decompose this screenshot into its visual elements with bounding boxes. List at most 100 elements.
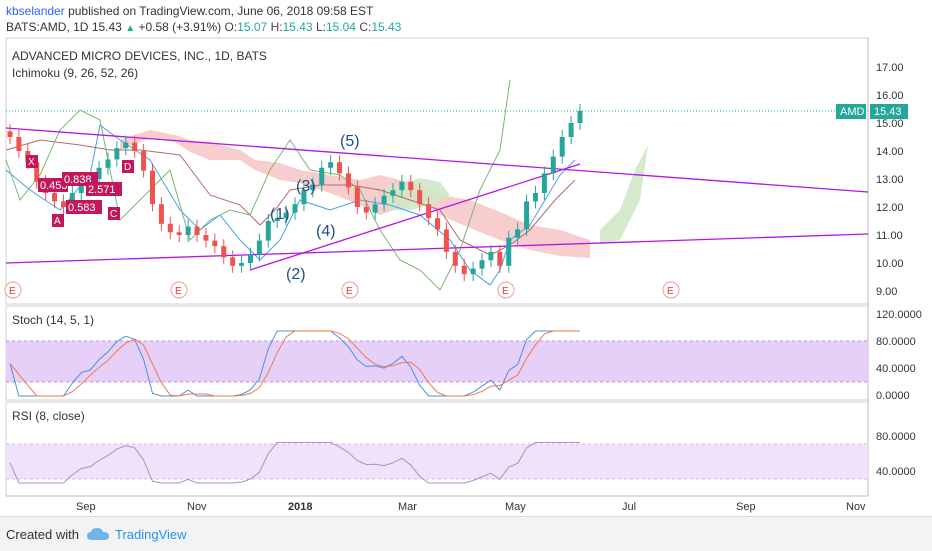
earnings-marker-label: E xyxy=(346,286,353,297)
candle-body xyxy=(167,223,173,233)
ichimoku-label: Ichimoku (9, 26, 52, 26) xyxy=(12,66,138,80)
candle-body xyxy=(283,212,289,219)
ichimoku-cloud-green xyxy=(380,178,450,210)
pattern-ratio: 0.583 xyxy=(68,202,96,214)
candle-body xyxy=(541,173,547,193)
rsi-y-tick: 40.0000 xyxy=(876,466,916,478)
candle-body xyxy=(203,235,209,241)
earnings-marker-label: E xyxy=(9,286,16,297)
close-label: C: xyxy=(359,20,372,34)
y-tick: 13.00 xyxy=(876,174,904,186)
wave-label-2: (2) xyxy=(286,266,306,283)
y-tick: 15.00 xyxy=(876,118,904,130)
candle-body xyxy=(310,184,316,191)
pattern-c-box xyxy=(108,207,120,220)
candle-body xyxy=(488,251,494,261)
chart-canvas[interactable]: ADVANCED MICRO DEVICES, INC., 1D, BATS I… xyxy=(0,0,932,516)
pattern-a-box xyxy=(52,214,64,227)
candle-body xyxy=(381,195,387,205)
candle-body xyxy=(550,156,556,174)
x-tick: May xyxy=(505,501,526,513)
candle-body xyxy=(256,240,262,255)
pattern-ratio: 2.571 xyxy=(88,184,116,196)
earnings-marker-label: E xyxy=(667,286,674,297)
candle-body xyxy=(239,263,245,266)
y-tick: 16.00 xyxy=(876,90,904,102)
close-value: 15.43 xyxy=(371,20,402,34)
symbol-interval: BATS:AMD, 1D xyxy=(6,20,89,34)
lower-trendline xyxy=(5,233,869,264)
main-pane xyxy=(5,37,869,305)
wave-label-4: (4) xyxy=(316,223,336,240)
candle-body xyxy=(105,159,111,168)
candle-body xyxy=(354,187,360,207)
earnings-marker-label: E xyxy=(175,286,182,297)
x-tick: Sep xyxy=(76,501,96,513)
candle-body xyxy=(212,240,218,247)
earnings-marker[interactable] xyxy=(662,281,680,299)
candle-body xyxy=(274,218,280,221)
candle-body xyxy=(452,251,458,266)
candle-body xyxy=(408,181,414,191)
rsi-line xyxy=(9,442,580,484)
candle-body xyxy=(96,167,102,179)
pattern-d-box xyxy=(122,160,134,173)
candle-body xyxy=(123,142,129,149)
candle-body xyxy=(426,204,432,219)
candle-body xyxy=(7,131,13,137)
earnings-marker[interactable] xyxy=(497,281,515,299)
rsi-title: RSI (8, close) xyxy=(12,409,85,423)
stoch-band xyxy=(6,341,868,382)
candle-body xyxy=(390,190,396,196)
high-label: H: xyxy=(270,20,283,34)
low-label: L: xyxy=(315,20,326,34)
earnings-marker-label: E xyxy=(502,286,509,297)
candle-body xyxy=(132,142,138,151)
ratio-box xyxy=(38,178,68,192)
pattern-point-d: D xyxy=(124,162,131,173)
earnings-marker[interactable] xyxy=(4,281,22,299)
price-tag-value: 15.43 xyxy=(874,106,902,118)
candle-body xyxy=(461,265,467,275)
candle-body xyxy=(372,204,378,213)
tradingview-brand-link[interactable]: TradingView xyxy=(115,527,187,542)
ichimoku-chikou xyxy=(5,79,511,291)
pattern-point-c: C xyxy=(110,209,117,220)
candle-body xyxy=(363,207,369,213)
candle-body xyxy=(34,162,40,182)
earnings-marker[interactable] xyxy=(341,281,359,299)
candle-body xyxy=(532,193,538,202)
candle-body xyxy=(577,110,583,123)
pattern-point-x: X xyxy=(28,157,35,168)
pattern-x-box xyxy=(26,155,38,168)
stoch-y-tick: 40.0000 xyxy=(876,363,916,375)
price-tag-symbol-box xyxy=(836,104,866,119)
author-link[interactable]: kbselander xyxy=(6,4,65,18)
x-tick: 2018 xyxy=(288,501,312,513)
candle-body xyxy=(345,173,351,188)
created-with-label: Created with xyxy=(6,527,79,542)
candle-body xyxy=(221,246,227,258)
wave-label-3: (3) xyxy=(296,178,316,195)
candle-body xyxy=(114,148,120,160)
publish-info: published on TradingView.com, June 06, 2… xyxy=(68,4,374,18)
price-tag-symbol: AMD xyxy=(840,106,865,118)
up-arrow-icon: ▲ xyxy=(125,23,136,34)
candle-body xyxy=(479,260,485,269)
candle-body xyxy=(52,193,58,202)
y-tick: 11.00 xyxy=(876,230,903,242)
candle-body xyxy=(568,123,574,137)
y-tick: 12.00 xyxy=(876,202,904,214)
wave-label-1: (1) xyxy=(270,206,290,223)
tradingview-logo-icon xyxy=(87,528,109,540)
rsi-y-tick: 80.0000 xyxy=(876,431,916,443)
candle-body xyxy=(158,204,164,224)
pattern-ratio: 0.453 xyxy=(40,180,68,192)
candle-body xyxy=(443,229,449,252)
candle-body xyxy=(559,137,565,157)
earnings-marker[interactable] xyxy=(170,281,188,299)
stoch-y-tick: 0.0000 xyxy=(876,390,910,402)
candle-body xyxy=(141,151,147,171)
rising-trendline xyxy=(249,163,581,271)
y-tick: 10.00 xyxy=(876,258,904,270)
